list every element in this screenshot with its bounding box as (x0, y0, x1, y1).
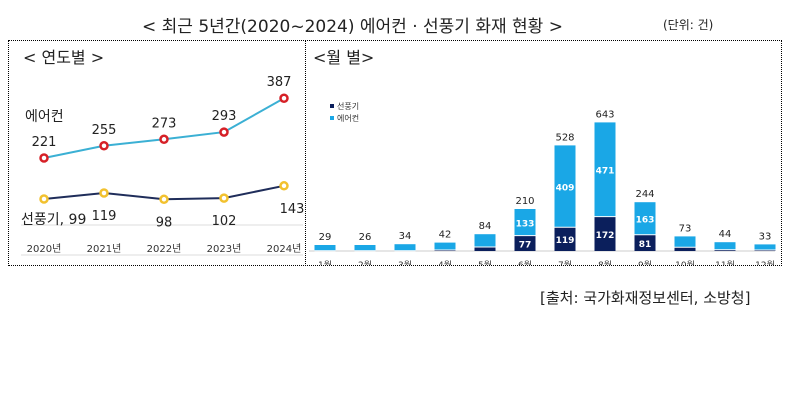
aircon-point (279, 93, 289, 103)
bar-fan-label: 81 (639, 240, 652, 250)
bar-aircon (474, 234, 496, 247)
bar-aircon (714, 242, 736, 250)
bar-total-label: 528 (555, 132, 574, 143)
bar-fan (474, 247, 496, 251)
bar-total-label: 26 (359, 232, 372, 243)
aircon-value-label: 255 (92, 123, 117, 138)
x-tick-label: 2023년 (207, 243, 242, 255)
bar-aircon (754, 244, 776, 250)
bar-fan-label: 77 (519, 240, 532, 250)
yearly-panel: < 연도별 > 2020년 2021년 2022년 2023년 2024년 221 255 2… (8, 40, 306, 266)
bar-fan-label: 172 (596, 231, 615, 241)
fan-point (219, 193, 229, 203)
monthly-title: <월 별> (313, 48, 375, 67)
bar-total-label: 29 (319, 232, 332, 243)
bar-aircon (394, 244, 416, 251)
bar-aircon-label: 471 (596, 167, 615, 177)
bar-aircon (554, 145, 576, 228)
x-tick-label: 2020년 (27, 243, 62, 255)
fan-value-label: 119 (92, 209, 117, 224)
fan-series-label: 선풍기, 99 (21, 212, 86, 228)
x-tick-label: 11월 (715, 259, 735, 265)
aircon-point (219, 127, 229, 137)
aircon-value-label: 273 (152, 116, 177, 131)
bar-total-label: 42 (439, 230, 452, 241)
x-tick-label: 1월 (318, 259, 332, 265)
bar-aircon-label: 133 (516, 219, 535, 229)
aircon-value-label: 387 (267, 75, 292, 90)
bar-total-label: 34 (399, 231, 412, 242)
bar-total-label: 33 (759, 231, 772, 242)
x-tick-label: 2월 (358, 259, 372, 265)
x-tick-label: 2022년 (147, 243, 182, 255)
x-tick-label: 4월 (438, 259, 452, 265)
bar-aircon (674, 236, 696, 248)
bar-fan-label: 119 (556, 236, 575, 246)
fan-point (279, 181, 289, 191)
x-tick-label: 10월 (675, 259, 695, 265)
x-tick-label: 2021년 (87, 243, 122, 255)
monthly-bar-chart: 29 1월 26 2월 34 3월 42 4월 84 5월 210 77 133 6월 528 119 409 7… (309, 102, 776, 271)
bar-fan (554, 227, 576, 251)
x-tick-label: 7월 (558, 259, 572, 265)
aircon-series-label: 에어컨 (25, 109, 64, 125)
fan-value-label: 102 (212, 214, 237, 229)
bar-fan (714, 249, 736, 251)
legend-aircon-label: 에어컨 (337, 113, 359, 123)
bar-aircon-label: 409 (556, 183, 575, 193)
monthly-panel: <월 별> 29 1월 26 2월 34 3월 42 4월 84 5월 210 77 133 6월 528 1… (305, 40, 782, 271)
bar-total-label: 244 (635, 189, 654, 200)
fan-point (99, 188, 109, 198)
aircon-point (159, 134, 169, 145)
legend-aircon-swatch (330, 116, 334, 120)
bar-total-label: 44 (719, 229, 732, 240)
bar-total-label: 73 (679, 223, 692, 234)
yearly-title: < 연도별 > (23, 48, 105, 67)
x-tick-label: 3월 (398, 259, 412, 265)
aircon-value-label: 293 (212, 109, 237, 124)
x-tick-label: 6월 (518, 259, 532, 265)
aircon-point (99, 141, 109, 151)
bar-fan (674, 247, 696, 251)
bar-aircon (354, 245, 376, 251)
legend-fan-label: 선풍기 (337, 102, 359, 111)
x-tick-label: 9월 (638, 259, 652, 265)
fan-point (159, 194, 169, 205)
bar-total-label: 643 (595, 109, 614, 120)
fan-value-label: 143 (280, 202, 305, 217)
fan-value-label: 98 (156, 215, 173, 230)
bar-aircon (314, 245, 336, 251)
bar-fan (514, 235, 536, 251)
legend-fan-swatch (330, 104, 334, 108)
bar-fan (634, 234, 656, 251)
yearly-line-chart: 2020년 2021년 2022년 2023년 2024년 221 255 273 293 387… (21, 75, 305, 256)
bar-aircon (634, 202, 656, 235)
x-tick-label: 8월 (598, 259, 612, 265)
aircon-point (39, 153, 49, 163)
page-title: < 최근 5년간(2020~2024) 에어컨 · 선풍기 화재 현황 > (142, 17, 563, 37)
bar-fan (594, 216, 616, 251)
bar-total-label: 84 (479, 221, 492, 232)
x-tick-label: 12월 (755, 259, 775, 265)
x-tick-label: 5월 (478, 259, 492, 265)
fan-point (39, 194, 49, 204)
source-note: [출처: 국가화재정보센터, 소방청] (540, 289, 751, 307)
unit-label: (단위: 건) (663, 18, 714, 32)
bar-aircon (434, 242, 456, 250)
aircon-value-label: 221 (32, 135, 57, 150)
bar-total-label: 210 (515, 196, 534, 207)
x-tick-label: 2024년 (267, 243, 302, 255)
bar-aircon-label: 163 (636, 216, 655, 226)
bar-aircon (514, 209, 536, 236)
bar-aircon (594, 122, 616, 217)
